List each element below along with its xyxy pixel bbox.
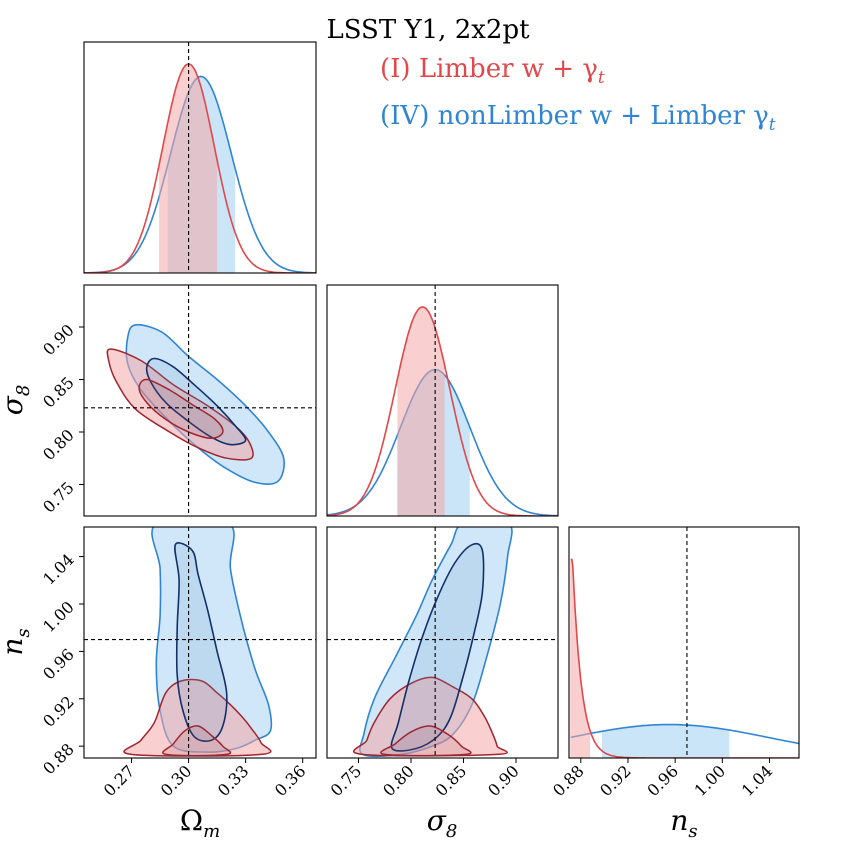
ytick-label-ns-1: 0.92	[39, 692, 78, 731]
band-ns-I	[570, 559, 591, 758]
contour-ns_vs_Om-IV-68	[174, 542, 228, 742]
contour-ns_vs_s8-I-95	[353, 676, 508, 757]
curve-Om-I	[84, 63, 316, 273]
xtick-label-Om-0: 0.27	[100, 761, 139, 800]
xtick-label-s8-3: 0.90	[484, 761, 523, 800]
diag-ns	[570, 527, 799, 758]
xlabel-s8-subscript: 8	[446, 821, 457, 842]
chart-title: LSST Y1, 2x2pt	[326, 15, 530, 45]
diag-s8	[327, 285, 558, 516]
xlabel-Om-symbol: Ω	[180, 804, 203, 837]
xlabel-ns-symbol: n	[670, 804, 688, 837]
legend-entry-limber-label: (I) Limber w + γ	[380, 54, 598, 84]
legend-entry-nonlimber-subscript: t	[769, 115, 776, 135]
legend-entry-limber: (I) Limber w + γt	[380, 54, 605, 88]
xtick-label-s8-2: 0.85	[432, 761, 471, 800]
contour-s8_vs_Om-I-68	[138, 378, 224, 440]
contour-s8_vs_Om-I-95	[106, 348, 254, 461]
contour-ns_vs_Om-I-95	[123, 678, 272, 757]
xtick-label-Om-2: 0.33	[214, 761, 253, 800]
ytick-label-ns-2: 0.96	[39, 645, 78, 684]
ytick-label-ns-3: 1.00	[39, 597, 78, 636]
xtick-label-Om-3: 0.36	[271, 761, 310, 800]
xlabel-ns: ns	[670, 804, 697, 842]
ytick-label-s8-3: 0.90	[39, 320, 78, 359]
curve-ns-I	[570, 558, 799, 758]
xtick-label-ns-1: 0.92	[596, 761, 635, 800]
xtick-label-Om-1: 0.30	[157, 761, 196, 800]
xlabel-ns-subscript: s	[688, 821, 697, 842]
band-s8-I	[397, 306, 445, 516]
panel-frame-2-2	[568, 526, 800, 759]
contours-ns_vs_s8	[327, 527, 558, 758]
legend-entry-nonlimber: (IV) nonLimber w + Limber γt	[380, 101, 776, 135]
ytick-label-s8-1: 0.80	[39, 425, 78, 464]
panel-frame-2-1	[326, 526, 559, 759]
legend-entry-nonlimber-label: (IV) nonLimber w + Limber γ	[380, 101, 769, 131]
ytick-label-s8-0: 0.75	[39, 478, 78, 517]
band-ns-IV	[602, 724, 730, 758]
xlabel-Om-subscript: m	[203, 821, 220, 842]
contour-ns_vs_s8-I-68	[380, 725, 472, 757]
panel-frame-1-1	[326, 284, 559, 517]
ylabel-ns-symbol: n	[0, 638, 29, 656]
xlabel-Om: Ωm	[180, 804, 220, 842]
xtick-label-s8-1: 0.80	[379, 761, 418, 800]
xtick-label-ns-2: 0.96	[643, 761, 682, 800]
xtick-label-ns-0: 0.88	[549, 761, 588, 800]
diag-Om	[84, 42, 316, 273]
xlabel-s8: σ8	[427, 804, 458, 842]
ylabel-ns: ns	[0, 628, 34, 655]
contour-ns_vs_s8-IV-68	[390, 542, 485, 752]
plot-area: 0.27 0.30 0.33 0.36 0.75 0.80 0.85 0.90 0.88 0.92…	[0, 41, 800, 842]
curve-ns-IV	[570, 723, 799, 745]
panel-frame-1-0	[83, 284, 317, 517]
xtick-label-ns-3: 1.00	[691, 761, 730, 800]
ytick-label-s8-2: 0.85	[39, 373, 78, 412]
legend: (I) Limber w + γt (IV) nonLimber w + Lim…	[380, 54, 776, 135]
contour-s8_vs_Om-IV-68	[145, 357, 247, 446]
contour-ns_vs_Om-I-68	[162, 725, 232, 757]
panel-frame-0-0	[83, 41, 317, 274]
ylabel-ns-subscript: s	[13, 628, 34, 637]
panel-frame-2-0	[83, 526, 317, 759]
contours-ns_vs_Om	[84, 527, 316, 758]
legend-entry-limber-subscript: t	[598, 68, 605, 88]
ylabel-s8-symbol: σ	[0, 395, 29, 415]
xtick-label-s8-0: 0.75	[327, 761, 366, 800]
ylabel-s8: σ8	[0, 385, 34, 416]
contours-s8_vs_Om	[84, 285, 316, 516]
xlabel-s8-symbol: σ	[427, 804, 447, 837]
ytick-label-ns-4: 1.04	[39, 550, 78, 589]
ylabel-s8-subscript: 8	[13, 385, 34, 396]
xtick-label-ns-4: 1.04	[738, 761, 777, 800]
ytick-label-ns-0: 0.88	[39, 740, 78, 779]
